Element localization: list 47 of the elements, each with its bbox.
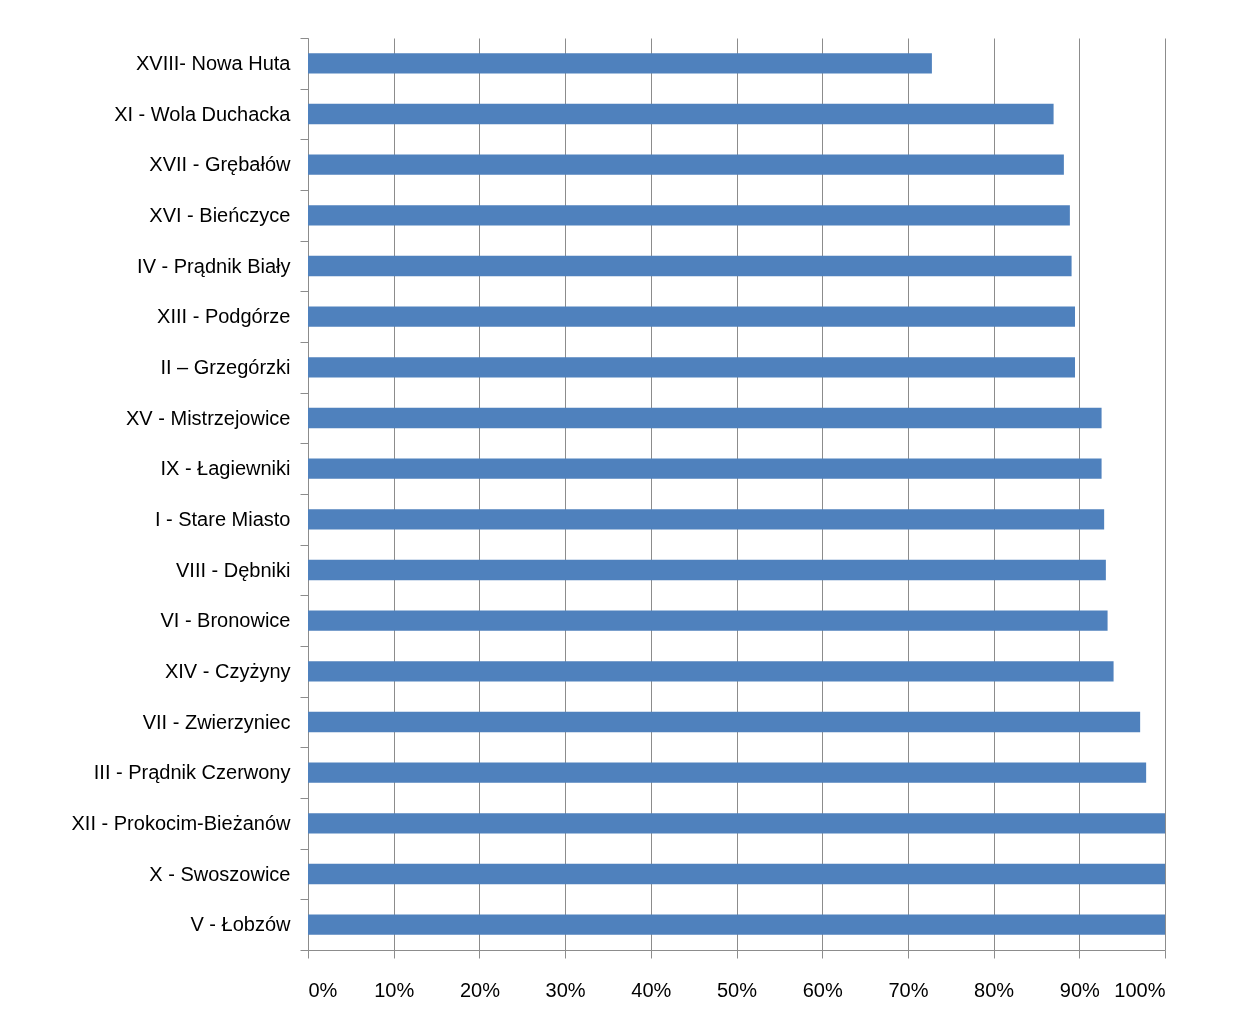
y-tick-label: XIV - Czyżyny [164, 659, 291, 682]
y-tick-label: XV - Mistrzejowice [126, 406, 291, 429]
y-tick-label: VI - Bronowice [160, 609, 291, 632]
y-tick-label: XIII - Podgórze [157, 305, 291, 328]
x-tick-label: 100% [1114, 978, 1166, 1001]
y-tick-label: IV - Prądnik Biały [137, 254, 291, 277]
x-tick-label: 90% [1059, 978, 1101, 1001]
y-tick-label: VIII - Dębniki [176, 558, 291, 581]
bar [308, 205, 1070, 226]
bar [308, 661, 1114, 682]
y-tick-label: I - Stare Miasto [154, 507, 291, 530]
y-tick-label: XVII - Grębałów [149, 153, 292, 176]
y-tick-label: X - Swoszowice [149, 862, 291, 885]
bar [308, 306, 1076, 327]
y-tick-label: III - Prądnik Czerwony [93, 761, 291, 784]
x-tick-label: 0% [308, 978, 338, 1001]
bar [308, 255, 1072, 277]
y-tick-label: XVI - Bieńczyce [149, 203, 291, 226]
x-tick-label: 40% [631, 978, 672, 1001]
bar [308, 509, 1105, 530]
y-tick-label: V - Łobzów [190, 913, 292, 936]
y-tick-label: XI - Wola Duchacka [114, 102, 292, 125]
y-tick-label: XVIII- Nowa Huta [135, 51, 292, 74]
bar [308, 357, 1076, 378]
y-tick-label: IX - Łagiewniki [160, 457, 291, 480]
x-tick-label: 20% [459, 978, 501, 1001]
y-tick-label: VII - Zwierzyniec [142, 710, 291, 733]
bar [308, 458, 1102, 479]
bar [308, 154, 1064, 175]
bar [308, 103, 1054, 125]
x-tick-label: 30% [545, 978, 586, 1001]
x-tick-label: 80% [974, 978, 1015, 1001]
y-tick-label: II – Grzegórzki [160, 355, 291, 378]
bar [308, 610, 1108, 631]
bar [308, 711, 1141, 733]
bar [308, 914, 1165, 935]
bar [308, 559, 1106, 581]
x-tick-label: 60% [802, 978, 843, 1001]
x-tick-label: 70% [888, 978, 929, 1001]
x-tick-label: 10% [374, 978, 415, 1001]
bar [308, 407, 1102, 429]
y-tick-label: XII - Prokocim-Bieżanów [71, 811, 292, 834]
bar [308, 53, 932, 74]
bar [308, 813, 1165, 834]
bar [308, 863, 1165, 885]
x-tick-label: 50% [716, 978, 758, 1001]
bar [308, 762, 1147, 783]
